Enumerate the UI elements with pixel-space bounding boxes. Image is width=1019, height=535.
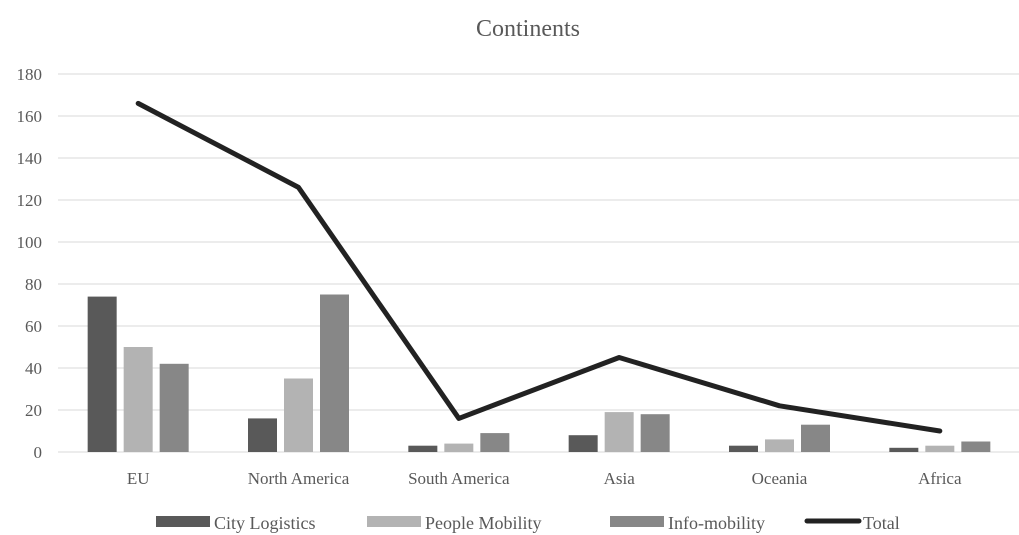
legend-label: Total — [863, 513, 900, 533]
y-tick-label: 40 — [25, 359, 42, 378]
bar-info-mobility — [320, 294, 349, 452]
y-tick-label: 180 — [17, 65, 43, 84]
bar-city-logistics — [568, 435, 598, 452]
legend-swatch — [367, 516, 421, 527]
y-tick-label: 160 — [17, 107, 43, 126]
y-tick-label: 100 — [17, 233, 43, 252]
chart-title: Continents — [476, 16, 580, 42]
y-tick-label: 80 — [25, 275, 42, 294]
bar-info-mobility — [801, 424, 830, 452]
x-tick-label: Africa — [918, 469, 962, 488]
bar-people-mobility — [444, 443, 474, 452]
x-tick-label: EU — [127, 469, 150, 488]
bar-people-mobility — [604, 412, 634, 452]
bar-city-logistics — [248, 418, 277, 452]
x-tick-label: North America — [248, 469, 350, 488]
gridlines — [58, 73, 1019, 453]
bar-city-logistics — [889, 447, 919, 452]
x-tick-label: South America — [408, 469, 510, 488]
bar-city-logistics — [408, 445, 438, 452]
bar-people-mobility — [765, 439, 794, 452]
bar-info-mobility — [159, 363, 189, 452]
legend-swatch — [156, 516, 210, 527]
legend-swatch — [610, 516, 664, 527]
legend-label: People Mobility — [425, 513, 542, 533]
bar-city-logistics — [729, 445, 758, 452]
bar-info-mobility — [640, 414, 670, 452]
x-tick-label: Oceania — [752, 469, 808, 488]
legend-label: Info-mobility — [668, 513, 765, 533]
bar-people-mobility — [925, 445, 955, 452]
legend-label: City Logistics — [214, 513, 316, 533]
bars — [87, 294, 991, 452]
y-axis-ticks: 0 20 40 60 80 100 120 140 160 180 — [17, 65, 43, 462]
total-line — [135, 100, 943, 434]
x-tick-label: Asia — [604, 469, 636, 488]
y-tick-label: 120 — [17, 191, 43, 210]
total-line-layer — [135, 100, 943, 434]
legend: City Logistics People Mobility Info-mobili… — [156, 513, 900, 533]
bar-info-mobility — [480, 433, 510, 452]
bar-people-mobility — [123, 347, 153, 452]
y-tick-label: 60 — [25, 317, 42, 336]
y-tick-label: 20 — [25, 401, 42, 420]
bar-info-mobility — [961, 441, 991, 452]
bar-people-mobility — [284, 378, 313, 452]
bar-city-logistics — [87, 296, 117, 452]
y-tick-label: 0 — [34, 443, 43, 462]
y-tick-label: 140 — [17, 149, 43, 168]
x-axis-ticks: EU North America South America Asia Oceania A… — [127, 469, 962, 488]
